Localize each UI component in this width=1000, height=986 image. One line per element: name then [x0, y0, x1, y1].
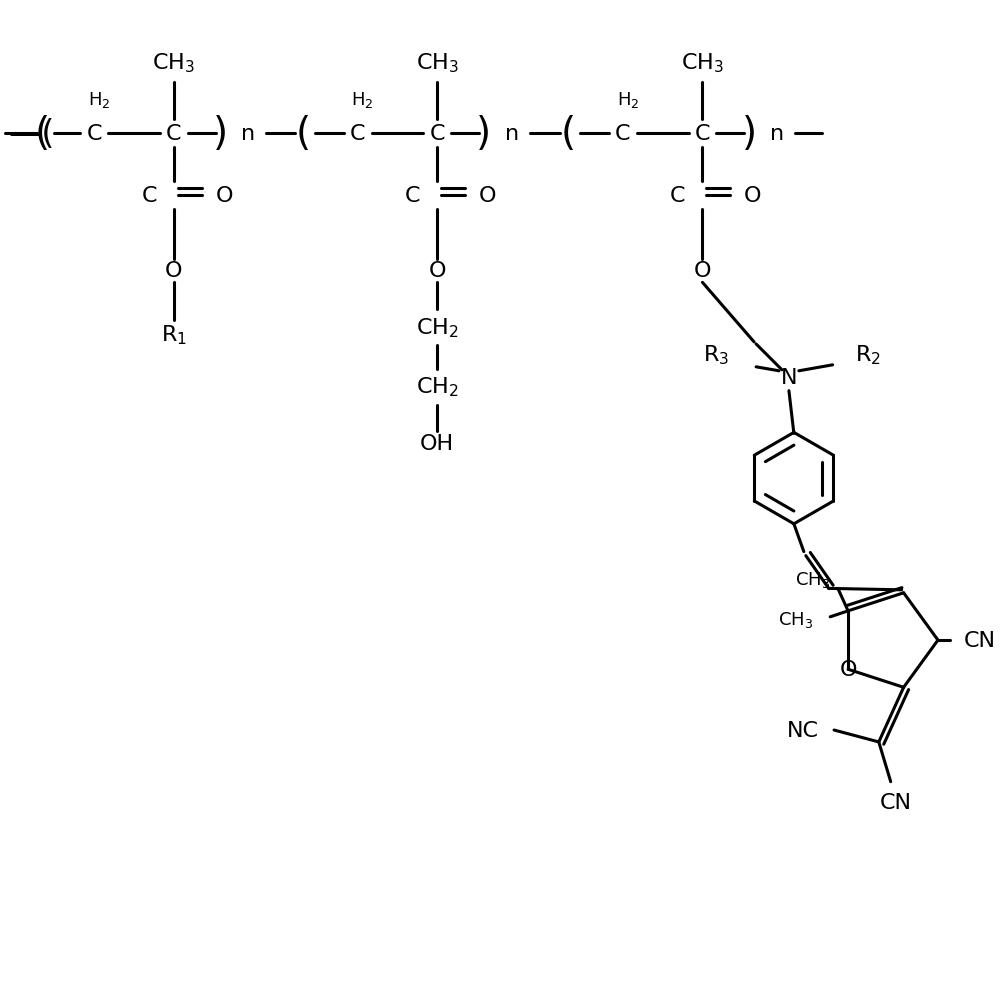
Text: CN: CN — [964, 630, 996, 651]
Text: $\mathregular{R_1}$: $\mathregular{R_1}$ — [161, 322, 187, 346]
Text: O: O — [694, 261, 711, 281]
Text: $\mathregular{CH_3}$: $\mathregular{CH_3}$ — [681, 51, 724, 75]
Text: O: O — [479, 185, 496, 206]
Text: $\mathregular{CH_3}$: $\mathregular{CH_3}$ — [416, 51, 459, 75]
Text: O: O — [428, 261, 446, 281]
Text: (: ( — [295, 115, 311, 153]
Text: C: C — [670, 185, 686, 206]
Text: $\mathregular{CH_3}$: $\mathregular{CH_3}$ — [152, 51, 195, 75]
Text: C: C — [87, 124, 102, 144]
Text: C: C — [615, 124, 631, 144]
Text: n: n — [241, 124, 255, 144]
Text: n: n — [505, 124, 519, 144]
Text: C: C — [695, 124, 710, 144]
Text: (: ( — [34, 115, 49, 153]
Text: —(: —( — [8, 117, 54, 151]
Text: O: O — [165, 261, 183, 281]
Text: CH$_3$: CH$_3$ — [778, 609, 813, 629]
Text: $\mathregular{H_2}$: $\mathregular{H_2}$ — [351, 90, 374, 109]
Text: O: O — [216, 185, 233, 206]
Text: CH$_3$: CH$_3$ — [795, 570, 830, 590]
Text: ): ) — [213, 115, 228, 153]
Text: C: C — [350, 124, 365, 144]
Text: ): ) — [742, 115, 757, 153]
Text: $\mathregular{R_2}$: $\mathregular{R_2}$ — [855, 343, 881, 367]
Text: O: O — [839, 660, 857, 679]
Text: CN: CN — [880, 792, 912, 811]
Text: OH: OH — [420, 434, 454, 454]
Text: C: C — [405, 185, 420, 206]
Text: O: O — [744, 185, 762, 206]
Text: $\mathregular{CH_2}$: $\mathregular{CH_2}$ — [416, 376, 459, 399]
Text: $\mathregular{H_2}$: $\mathregular{H_2}$ — [88, 90, 111, 109]
Text: $\mathregular{R_3}$: $\mathregular{R_3}$ — [703, 343, 729, 367]
Text: ): ) — [476, 115, 491, 153]
Text: (: ( — [561, 115, 576, 153]
Text: N: N — [781, 368, 797, 387]
Text: $\mathregular{H_2}$: $\mathregular{H_2}$ — [617, 90, 639, 109]
Text: C: C — [429, 124, 445, 144]
Text: $\mathregular{CH_2}$: $\mathregular{CH_2}$ — [416, 316, 459, 339]
Text: C: C — [141, 185, 157, 206]
Text: C: C — [166, 124, 182, 144]
Text: NC: NC — [787, 721, 819, 740]
Text: n: n — [770, 124, 784, 144]
